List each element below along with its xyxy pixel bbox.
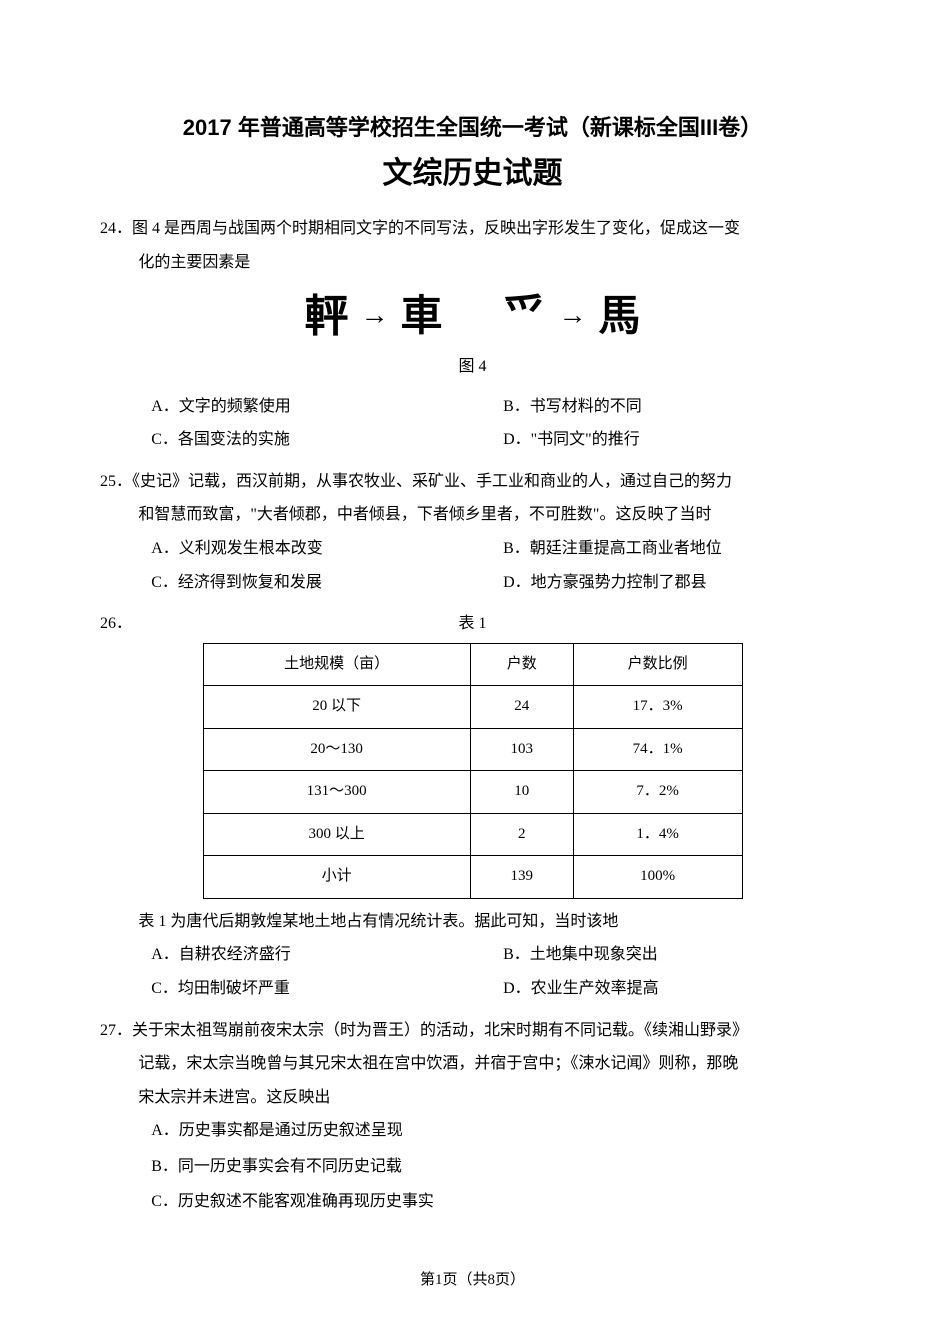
table-header-row: 土地规模（亩） 户数 户数比例 [203,643,742,686]
table-cell: 300 以上 [203,813,470,856]
table-col-0: 土地规模（亩） [203,643,470,686]
q26-table: 土地规模（亩） 户数 户数比例 20 以下 24 17．3% 20～130 10… [203,643,743,899]
arrow-icon: → [360,287,388,346]
q26-caption: 表 1 为唐代后期敦煌某地土地占有情况统计表。据此可知，当时该地 [100,905,845,939]
table-cell: 2 [470,813,573,856]
table-col-1: 户数 [470,643,573,686]
exam-title-line1: 2017 年普通高等学校招生全国统一考试（新课标全国III卷） [100,110,845,142]
q25-options: A．义利观发生根本改变 B．朝廷注重提高工商业者地位 C．经济得到恢复和发展 D… [100,532,845,599]
q24-option-a: A．文字的频繁使用 [151,390,493,424]
q27-number: 27． [100,1022,132,1039]
question-26: 26． 表 1 土地规模（亩） 户数 户数比例 20 以下 24 17．3% 2… [100,607,845,1005]
q27-option-a: A．历史事实都是通过历史叙述呈现 [151,1114,845,1148]
table-cell: 10 [470,771,573,814]
q25-option-a: A．义利观发生根本改变 [151,532,493,566]
table-cell: 74．1% [573,728,742,771]
q25-number: 25． [100,473,132,490]
q25-stem-line1: 25．《史记》记载，西汉前期，从事农牧业、采矿业、手工业和商业的人，通过自己的努… [100,465,845,499]
glyph-old-2: 爫 [503,295,547,339]
table-cell: 7．2% [573,771,742,814]
table-row: 小计 139 100% [203,856,742,899]
table-cell: 17．3% [573,686,742,729]
page-footer: 第1页（共8页） [0,1268,945,1289]
q24-option-d: D．"书同文"的推行 [503,423,845,457]
q24-stem-text1: 图 4 是西周与战国两个时期相同文字的不同写法，反映出字形发生了变化，促成这一变 [132,220,740,237]
table-cell: 139 [470,856,573,899]
q25-option-d: D．地方豪强势力控制了郡县 [503,566,845,600]
glyph-old-1: 軯 [304,295,348,339]
table-row: 300 以上 2 1．4% [203,813,742,856]
table-cell: 20～130 [203,728,470,771]
q25-option-c: C．经济得到恢复和发展 [151,566,493,600]
q27-option-c: C．历史叙述不能客观准确再现历史事实 [151,1185,845,1219]
q26-option-c: C．均田制破坏严重 [151,972,493,1006]
q27-stem-text1: 关于宋太祖驾崩前夜宋太宗（时为晋王）的活动，北宋时期有不同记载。《续湘山野录》 [132,1022,748,1039]
q27-stem-line3: 宋太宗并未进宫。这反映出 [100,1081,845,1115]
q27-option-b: B．同一历史事实会有不同历史记载 [151,1150,845,1184]
question-27: 27．关于宋太祖驾崩前夜宋太宗（时为晋王）的活动，北宋时期有不同记载。《续湘山野… [100,1014,845,1220]
glyph-pair-1: 軯 → 車 [304,287,442,346]
q24-figure: 軯 → 車 爫 → 馬 [100,287,845,346]
q24-options: A．文字的频繁使用 B．书写材料的不同 C．各国变法的实施 D．"书同文"的推行 [100,390,845,457]
table-cell: 131～300 [203,771,470,814]
q24-stem-line2: 化的主要因素是 [100,246,845,280]
glyph-new-2: 馬 [599,296,641,338]
q27-options: A．历史事实都是通过历史叙述呈现 B．同一历史事实会有不同历史记载 C．历史叙述… [100,1114,845,1219]
q26-table-label: 表 1 [138,607,845,641]
q26-option-d: D．农业生产效率提高 [503,972,845,1006]
table-cell: 20 以下 [203,686,470,729]
table-cell: 103 [470,728,573,771]
question-25: 25．《史记》记载，西汉前期，从事农牧业、采矿业、手工业和商业的人，通过自己的努… [100,465,845,599]
q24-option-c: C．各国变法的实施 [151,423,493,457]
table-cell: 24 [470,686,573,729]
q27-stem-line2: 记载，宋太宗当晚曾与其兄宋太祖在宫中饮酒，并宿于宫中；《涑水记闻》则称，那晚 [100,1047,845,1081]
q24-figure-caption: 图 4 [100,350,845,384]
q24-option-b: B．书写材料的不同 [503,390,845,424]
table-cell: 小计 [203,856,470,899]
table-col-2: 户数比例 [573,643,742,686]
q25-stem-text1: 《史记》记载，西汉前期，从事农牧业、采矿业、手工业和商业的人，通过自己的努力 [132,473,732,490]
table-row: 20 以下 24 17．3% [203,686,742,729]
q26-options: A．自耕农经济盛行 B．土地集中现象突出 C．均田制破坏严重 D．农业生产效率提… [100,938,845,1005]
table-row: 131～300 10 7．2% [203,771,742,814]
q27-stem-line1: 27．关于宋太祖驾崩前夜宋太宗（时为晋王）的活动，北宋时期有不同记载。《续湘山野… [100,1014,845,1048]
table-cell: 100% [573,856,742,899]
glyph-new-1: 車 [400,296,442,338]
q24-stem-line1: 24．图 4 是西周与战国两个时期相同文字的不同写法，反映出字形发生了变化，促成… [100,212,845,246]
question-24: 24．图 4 是西周与战国两个时期相同文字的不同写法，反映出字形发生了变化，促成… [100,212,845,457]
arrow-icon: → [559,287,587,346]
q26-option-a: A．自耕农经济盛行 [151,938,493,972]
q24-number: 24． [100,220,132,237]
q25-stem-line2: 和智慧而致富，"大者倾郡，中者倾县，下者倾乡里者，不可胜数"。这反映了当时 [100,498,845,532]
q26-number: 26． [100,607,138,641]
q25-option-b: B．朝廷注重提高工商业者地位 [503,532,845,566]
table-cell: 1．4% [573,813,742,856]
exam-title-line2: 文综历史试题 [100,148,845,192]
table-row: 20～130 103 74．1% [203,728,742,771]
q26-option-b: B．土地集中现象突出 [503,938,845,972]
glyph-pair-2: 爫 → 馬 [503,287,641,346]
